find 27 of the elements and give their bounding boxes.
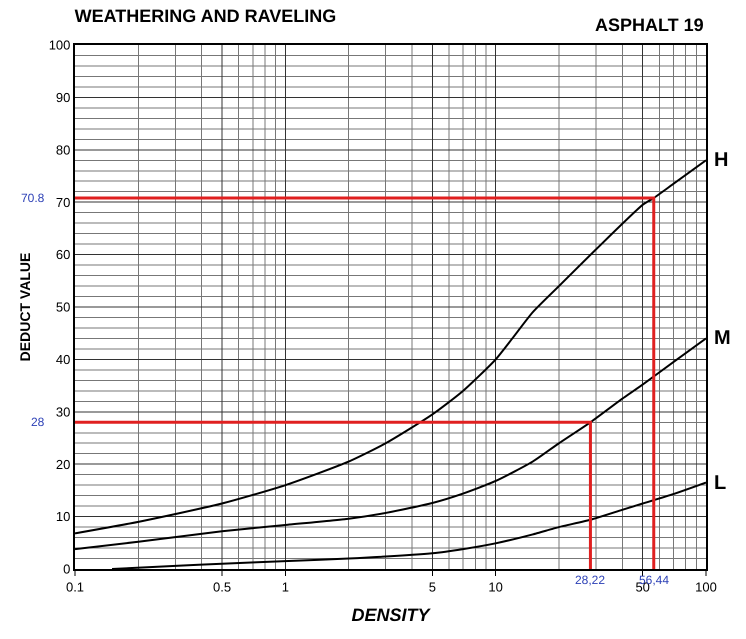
y-tick-label: 30 [56, 404, 70, 420]
x-tick-label: 0.5 [212, 580, 232, 595]
y-tick-label: 40 [56, 352, 70, 367]
y-tick-label: 100 [48, 38, 70, 53]
chart-title: WEATHERING AND RAVELING [74, 6, 336, 26]
y-tick-label: 0 [63, 562, 70, 577]
x-tick-label: 10 [488, 580, 503, 595]
x-tick-label: 5 [428, 580, 436, 595]
y-tick-label: 50 [56, 300, 70, 315]
x-tick-label: 0.1 [66, 580, 84, 595]
x-axis-title: DENSITY [351, 605, 432, 626]
annotation: 28 [31, 415, 45, 429]
annotation: 28,22 [575, 573, 606, 587]
y-tick-label: 90 [56, 90, 70, 105]
series-label: M [714, 327, 731, 349]
series-label: H [714, 149, 728, 171]
x-tick-label: 100 [695, 580, 717, 595]
y-tick-label: 60 [56, 247, 70, 262]
y-tick-label: 80 [56, 142, 70, 158]
annotation: 70.8 [21, 191, 45, 205]
y-axis-title: DEDUCT VALUE [16, 252, 33, 362]
series-label: L [714, 472, 726, 494]
chart-subtitle: ASPHALT 19 [595, 15, 704, 35]
y-tick-label: 10 [56, 509, 70, 524]
x-tick-label: 1 [282, 580, 289, 595]
y-tick-label: 20 [56, 456, 70, 472]
y-tick-label: 70 [56, 194, 70, 210]
